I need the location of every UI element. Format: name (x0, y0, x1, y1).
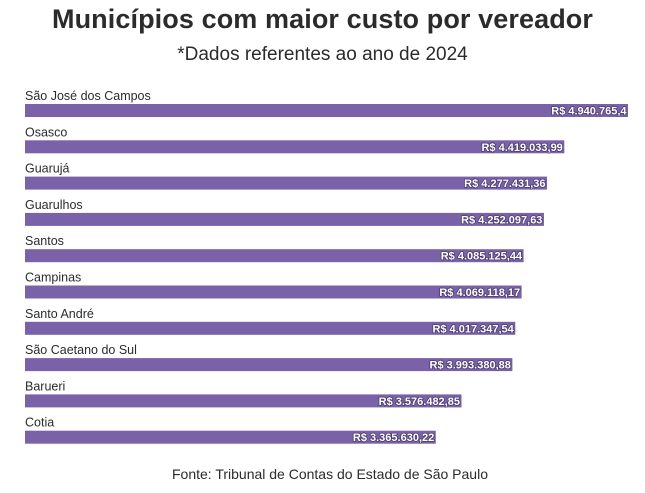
data-label: R$ 3.576.482,85 (379, 396, 460, 408)
bar (25, 285, 522, 299)
bar (25, 358, 513, 372)
bar (25, 104, 628, 117)
category-label: Campinas (25, 271, 81, 285)
chart-title: Municípios com maior custo por vereador (51, 4, 593, 34)
category-label: Guarujá (25, 162, 70, 176)
bar (25, 430, 436, 444)
bar (25, 394, 462, 408)
data-label: R$ 4.252.097,63 (461, 214, 542, 226)
data-label: R$ 4.277.431,36 (464, 178, 545, 190)
data-label: R$ 3.365.630,22 (353, 432, 434, 444)
data-label: R$ 4.017.347,54 (432, 323, 514, 335)
category-label: São José dos Campos (25, 89, 151, 103)
bar (25, 212, 544, 226)
chart-subtitle: *Dados referentes ao ano de 2024 (177, 44, 468, 65)
category-label: Osasco (25, 125, 67, 139)
data-label: R$ 3.993.380,88 (430, 360, 511, 372)
bar (25, 321, 516, 335)
category-label: Guarulhos (25, 198, 83, 212)
category-label: São Caetano do Sul (25, 343, 137, 357)
data-label: R$ 4.085.125,44 (441, 251, 523, 263)
category-label: Santos (25, 234, 64, 248)
data-label: R$ 4.069.118,17 (439, 287, 520, 299)
category-label: Santo André (25, 307, 94, 321)
bar (25, 249, 524, 263)
data-label: R$ 4.940.765,4 (551, 106, 627, 118)
bar (25, 176, 548, 190)
data-label: R$ 4.419.033,99 (481, 142, 562, 154)
category-label: Barueri (25, 379, 65, 393)
chart-source: Fonte: Tribunal de Contas do Estado de S… (172, 466, 488, 482)
bar (25, 140, 565, 154)
category-label: Cotia (25, 416, 54, 430)
